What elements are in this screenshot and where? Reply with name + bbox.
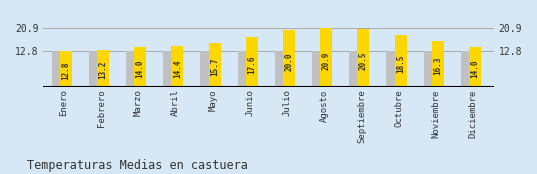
Text: 14.0: 14.0 [470,60,480,78]
Text: 20.5: 20.5 [359,52,368,70]
Bar [283,30,295,87]
Bar [320,28,332,87]
Bar [469,47,481,87]
Bar [246,37,258,87]
Bar [432,41,444,87]
Bar [52,51,63,87]
Text: 15.7: 15.7 [210,58,219,76]
Bar [171,46,183,87]
Text: Temperaturas Medias en castuera: Temperaturas Medias en castuera [27,159,248,172]
Bar [134,47,146,87]
Text: 20.9: 20.9 [322,51,331,70]
Bar [89,51,100,87]
Bar [126,51,138,87]
Bar [200,51,212,87]
Bar [424,51,436,87]
Bar [97,50,109,87]
Text: 16.3: 16.3 [433,57,442,75]
Bar [208,43,221,87]
Text: 18.5: 18.5 [396,54,405,73]
Text: 13.2: 13.2 [98,61,107,79]
Bar [387,51,398,87]
Text: 14.0: 14.0 [136,60,144,78]
Text: 12.8: 12.8 [61,61,70,80]
Bar [461,51,473,87]
Bar [60,51,71,87]
Text: 14.4: 14.4 [173,59,182,78]
Text: 20.0: 20.0 [285,52,294,71]
Text: 17.6: 17.6 [248,55,256,74]
Bar [312,51,324,87]
Bar [349,51,361,87]
Bar [395,35,407,87]
Bar [163,51,175,87]
Bar [275,51,287,87]
Bar [237,51,250,87]
Bar [358,29,369,87]
